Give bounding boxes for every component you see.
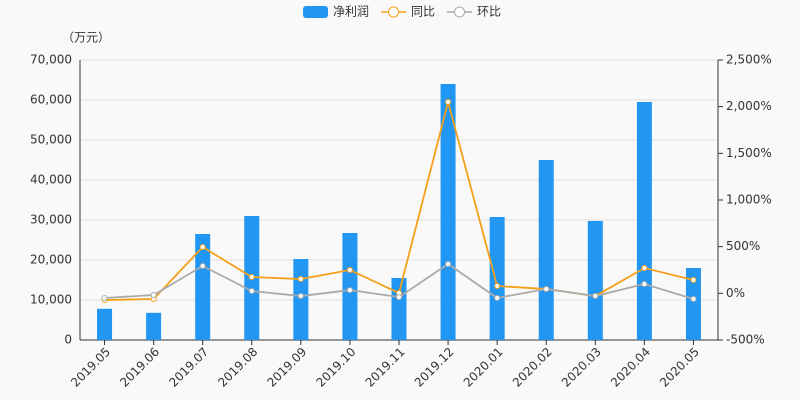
point <box>297 276 304 283</box>
point <box>494 295 501 301</box>
y2-tick-label: -500% <box>726 333 765 347</box>
legend-marker <box>388 6 400 18</box>
x-tick-label: 2019.05 <box>68 345 113 390</box>
point <box>199 244 206 251</box>
bar <box>293 259 309 340</box>
y-tick-label: 10,000 <box>30 293 72 307</box>
x-tick-label: 2020.04 <box>608 345 653 390</box>
legend-marker <box>454 6 466 18</box>
legend-label: 净利润 <box>333 5 369 19</box>
point <box>396 294 402 301</box>
y2-tick-label: 2,500% <box>726 53 772 67</box>
x-tick-label: 2020.01 <box>461 345 506 390</box>
bar <box>636 102 652 340</box>
legend-label: 同比 <box>411 5 435 19</box>
x-tick-label: 2020.02 <box>510 345 555 390</box>
point <box>346 267 353 273</box>
y2-tick-label: 0% <box>726 286 745 300</box>
y-tick-label: 40,000 <box>30 173 72 187</box>
point <box>445 99 452 105</box>
point <box>248 288 255 294</box>
bar <box>587 221 603 340</box>
point <box>641 281 648 287</box>
x-tick-label: 2019.08 <box>215 345 260 390</box>
x-tick-label: 2019.06 <box>117 345 162 390</box>
point <box>494 283 501 290</box>
bar <box>391 278 407 340</box>
legend-swatch <box>303 6 328 18</box>
point <box>150 292 157 299</box>
bar <box>538 160 554 340</box>
bar <box>97 308 113 340</box>
y2-tick-label: 1,000% <box>726 193 772 207</box>
y-tick-label: 20,000 <box>30 253 72 267</box>
y-tick-label: 50,000 <box>30 133 72 147</box>
unit-label: （万元） <box>62 31 110 45</box>
x-tick-label: 2019.12 <box>412 345 457 390</box>
y2-tick-label: 1,500% <box>726 146 772 160</box>
bar <box>489 217 505 340</box>
point <box>543 286 550 293</box>
point <box>346 287 353 294</box>
y-tick-label: 0 <box>64 333 72 347</box>
y2-tick-label: 500% <box>726 239 760 253</box>
x-tick-label: 2020.05 <box>657 345 702 390</box>
x-tick-label: 2019.07 <box>166 345 211 390</box>
x-tick-label: 2019.09 <box>264 345 309 390</box>
x-tick-label: 2019.10 <box>314 345 359 390</box>
point <box>101 295 108 301</box>
point <box>592 293 599 300</box>
point <box>690 276 697 283</box>
legend-label: 环比 <box>477 5 501 19</box>
point <box>199 262 206 269</box>
point <box>690 296 697 303</box>
x-tick-label: 2020.03 <box>559 345 604 390</box>
bar <box>195 234 211 340</box>
bar <box>685 268 701 340</box>
y2-tick-label: 2,000% <box>726 99 772 113</box>
line <box>104 98 694 301</box>
point <box>641 265 648 272</box>
point <box>248 274 255 280</box>
point <box>445 261 452 268</box>
y-tick-label: 70,000 <box>30 53 72 67</box>
y-tick-label: 30,000 <box>30 213 72 227</box>
point <box>297 293 304 300</box>
bar <box>146 312 162 340</box>
bar <box>440 84 456 340</box>
bar <box>342 233 358 340</box>
x-tick-label: 2019.11 <box>363 345 408 390</box>
y-tick-label: 60,000 <box>30 93 72 107</box>
